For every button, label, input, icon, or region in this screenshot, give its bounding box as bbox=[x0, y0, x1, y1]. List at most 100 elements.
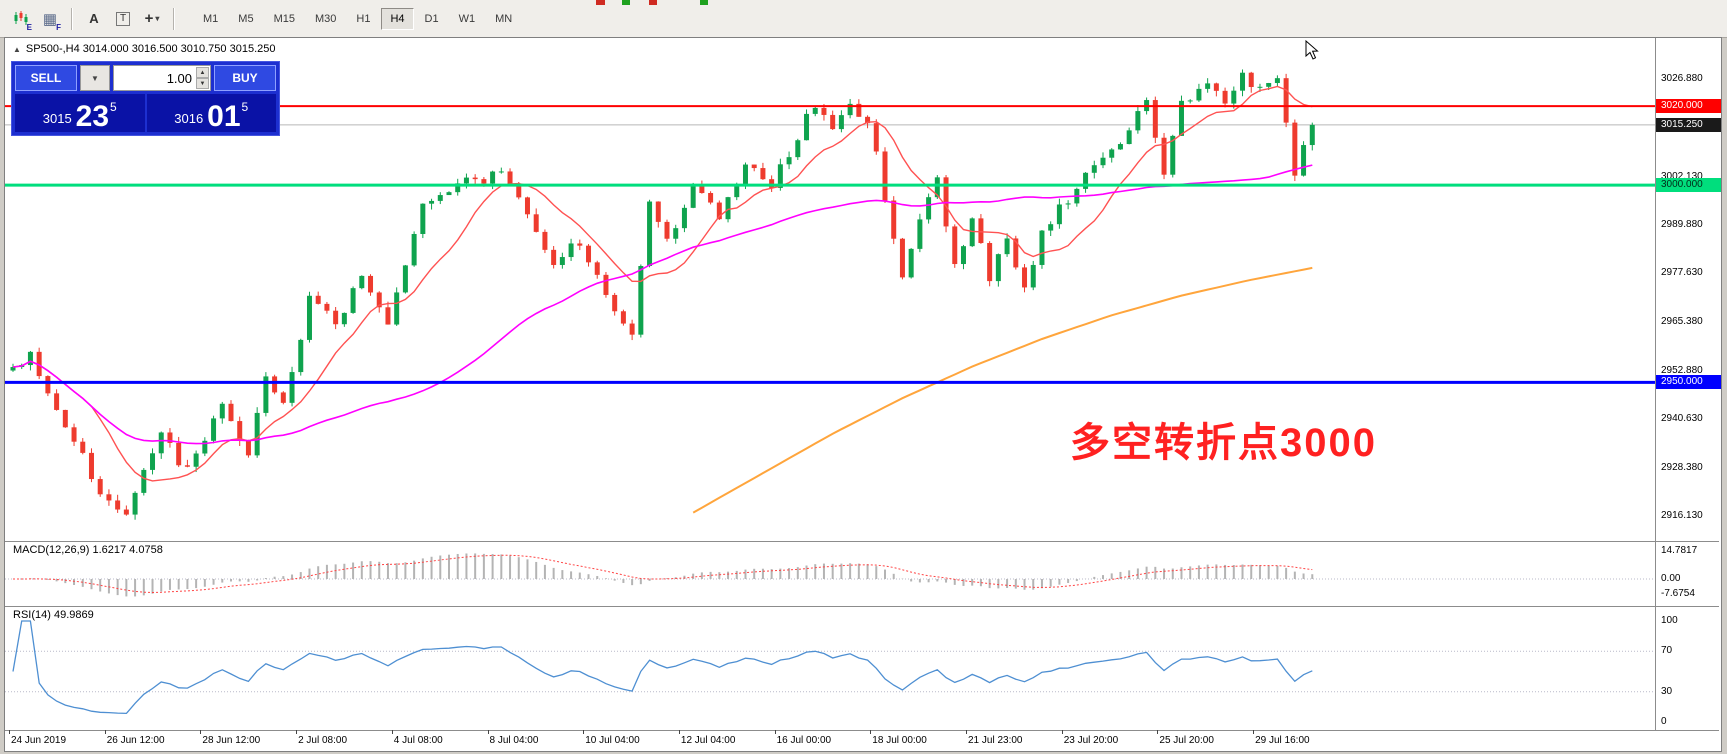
price-axis-label: 2965.380 bbox=[1661, 315, 1703, 327]
macd-axis-label: 14.7817 bbox=[1661, 545, 1698, 556]
grid-icon: ▦ bbox=[42, 10, 58, 28]
toolbar-icon-group: E ▦ F A T + ▾ bbox=[0, 7, 180, 32]
timeframe-d1-button[interactable]: D1 bbox=[416, 8, 448, 30]
time-tick bbox=[391, 730, 393, 734]
sell-price-pips: 23 bbox=[75, 100, 110, 133]
trade-prices-row: 3015 23 5 3016 01 5 bbox=[15, 94, 276, 132]
sell-price-display: 3015 23 5 bbox=[15, 94, 145, 132]
symbol-ohlc-text: SP500-,H4 3014.000 3016.500 3010.750 301… bbox=[25, 43, 276, 55]
letter-t-icon: T bbox=[115, 11, 131, 26]
panel-separator[interactable] bbox=[5, 541, 1719, 542]
price-axis-label: 2940.630 bbox=[1661, 413, 1703, 425]
new-chart-icon[interactable]: E bbox=[8, 7, 34, 32]
mouse-cursor bbox=[1305, 40, 1319, 60]
main-price-chart[interactable] bbox=[5, 38, 1655, 541]
volume-decrease-icon[interactable]: ▼ bbox=[196, 78, 209, 89]
top-toolbar: E ▦ F A T + ▾ M1 M5 M15 M30 H1 H4 D1 W1 MN bbox=[0, 0, 1727, 38]
time-axis-label: 21 Jul 23:00 bbox=[968, 735, 1023, 746]
toolbar-edge-mark bbox=[596, 0, 605, 5]
sell-button[interactable]: SELL bbox=[15, 65, 77, 91]
time-tick bbox=[870, 730, 872, 734]
time-axis-label: 18 Jul 00:00 bbox=[872, 735, 927, 746]
symbol-info: ▲ SP500-,H4 3014.000 3016.500 3010.750 3… bbox=[13, 43, 275, 55]
time-tick bbox=[678, 730, 680, 734]
timeframe-m15-button[interactable]: M15 bbox=[265, 8, 304, 30]
macd-axis-label: 0.00 bbox=[1661, 573, 1681, 584]
crosshair-tool-icon[interactable]: + ▾ bbox=[139, 7, 165, 31]
panel-separator[interactable] bbox=[5, 606, 1719, 607]
icon-subscript: E bbox=[26, 22, 32, 32]
price-axis-label: 3026.880 bbox=[1661, 73, 1703, 84]
timeframe-m5-button[interactable]: M5 bbox=[229, 8, 262, 30]
macd-panel-chart[interactable] bbox=[5, 541, 1655, 606]
volume-increase-icon[interactable]: ▲ bbox=[196, 67, 209, 78]
time-axis-label: 29 Jul 16:00 bbox=[1255, 735, 1310, 746]
rsi-axis-label: 30 bbox=[1661, 685, 1673, 697]
order-type-dropdown[interactable]: ▼ bbox=[80, 65, 110, 91]
time-axis-label: 16 Jul 00:00 bbox=[776, 735, 832, 746]
rsi-axis-label: 70 bbox=[1661, 645, 1673, 657]
time-axis-label: 2 Jul 08:00 bbox=[298, 735, 348, 746]
time-tick bbox=[296, 730, 298, 734]
price-badge: 3000.000 bbox=[1656, 178, 1721, 193]
time-axis-label: 4 Jul 08:00 bbox=[393, 735, 443, 746]
timeframe-m30-button[interactable]: M30 bbox=[306, 8, 345, 30]
timeframe-m1-button[interactable]: M1 bbox=[194, 8, 227, 30]
sell-price-big-figure: 3015 bbox=[42, 111, 72, 126]
price-axis-label: 2928.380 bbox=[1661, 461, 1703, 473]
chart-annotation: 多空转折点3000 bbox=[1070, 421, 1377, 465]
time-tick bbox=[966, 730, 967, 734]
buy-price-pips: 01 bbox=[207, 100, 241, 133]
rsi-axis-label: 100 bbox=[1661, 615, 1678, 626]
time-tick bbox=[9, 730, 10, 734]
volume-input[interactable] bbox=[114, 66, 192, 90]
time-tick bbox=[583, 730, 585, 734]
volume-field: ▲ ▼ bbox=[113, 65, 211, 91]
price-axis-label: 3002.130 bbox=[1661, 170, 1703, 182]
sell-price-fraction: 5 bbox=[110, 100, 117, 114]
buy-price-display: 3016 01 5 bbox=[146, 94, 276, 133]
volume-spinner: ▲ ▼ bbox=[196, 67, 209, 89]
price-axis-label: 2952.880 bbox=[1661, 365, 1703, 376]
time-tick bbox=[1061, 730, 1063, 734]
price-axis-separator bbox=[1655, 38, 1656, 730]
buy-button[interactable]: BUY bbox=[214, 65, 276, 91]
timeframe-h1-button[interactable]: H1 bbox=[347, 8, 379, 30]
chevron-down-icon: ▼ bbox=[91, 73, 99, 83]
price-axis-label: 2977.630 bbox=[1661, 267, 1703, 279]
price-axis-label: 2989.880 bbox=[1661, 219, 1703, 230]
timeframe-h4-button[interactable]: H4 bbox=[381, 7, 414, 30]
buy-price-fraction: 5 bbox=[241, 100, 249, 114]
time-axis-label: 25 Jul 20:00 bbox=[1159, 735, 1214, 746]
toolbar-edge-mark bbox=[622, 0, 630, 5]
one-click-trading-panel: SELL ▼ ▲ ▼ BUY 3015 23 5 3016 01 bbox=[11, 61, 280, 136]
candlestick-mini-icon bbox=[14, 11, 28, 25]
time-axis-label: 24 Jun 2019 bbox=[11, 735, 67, 746]
ma-slow-line bbox=[692, 266, 1313, 514]
rsi-axis-label: 0 bbox=[1661, 716, 1667, 727]
insert-text-icon[interactable]: A bbox=[81, 7, 107, 31]
toolbar-edge-mark bbox=[700, 0, 708, 5]
time-axis[interactable]: 24 Jun 2019 26 Jun 12:00 28 Jun 12:00 2 Jul… bbox=[5, 730, 1655, 750]
crosshair-icon: + bbox=[144, 10, 154, 27]
price-axis[interactable]: 3026.880 3002.130 2989.880 2977.630 2965.380… bbox=[1656, 38, 1721, 730]
timeframe-mn-button[interactable]: MN bbox=[486, 8, 521, 30]
timeframe-button-row: M1 M5 M15 M30 H1 H4 D1 W1 MN bbox=[194, 7, 521, 30]
rsi-panel-chart[interactable] bbox=[5, 606, 1655, 730]
letter-a-icon: A bbox=[89, 11, 99, 26]
time-axis-label: 8 Jul 04:00 bbox=[489, 735, 539, 746]
price-badge: 3020.000 bbox=[1656, 99, 1721, 114]
rsi-indicator-label: RSI(14) 49.9869 bbox=[13, 609, 94, 621]
profiles-icon[interactable]: ▦ F bbox=[37, 7, 63, 32]
time-tick bbox=[1253, 730, 1255, 734]
time-axis-label: 12 Jul 04:00 bbox=[680, 735, 736, 746]
symbol-arrow-icon: ▲ bbox=[13, 44, 21, 54]
ma-mid-line bbox=[12, 164, 1313, 445]
macd-indicator-label: MACD(12,26,9) 1.6217 4.0758 bbox=[13, 544, 163, 556]
timeframe-w1-button[interactable]: W1 bbox=[450, 8, 485, 30]
chart-window: ▲ SP500-,H4 3014.000 3016.500 3010.750 3… bbox=[4, 37, 1722, 752]
price-badge: 3015.250 bbox=[1656, 117, 1721, 132]
time-tick bbox=[104, 730, 106, 734]
price-badge: 2950.000 bbox=[1656, 375, 1721, 390]
text-label-icon[interactable]: T bbox=[110, 7, 136, 31]
